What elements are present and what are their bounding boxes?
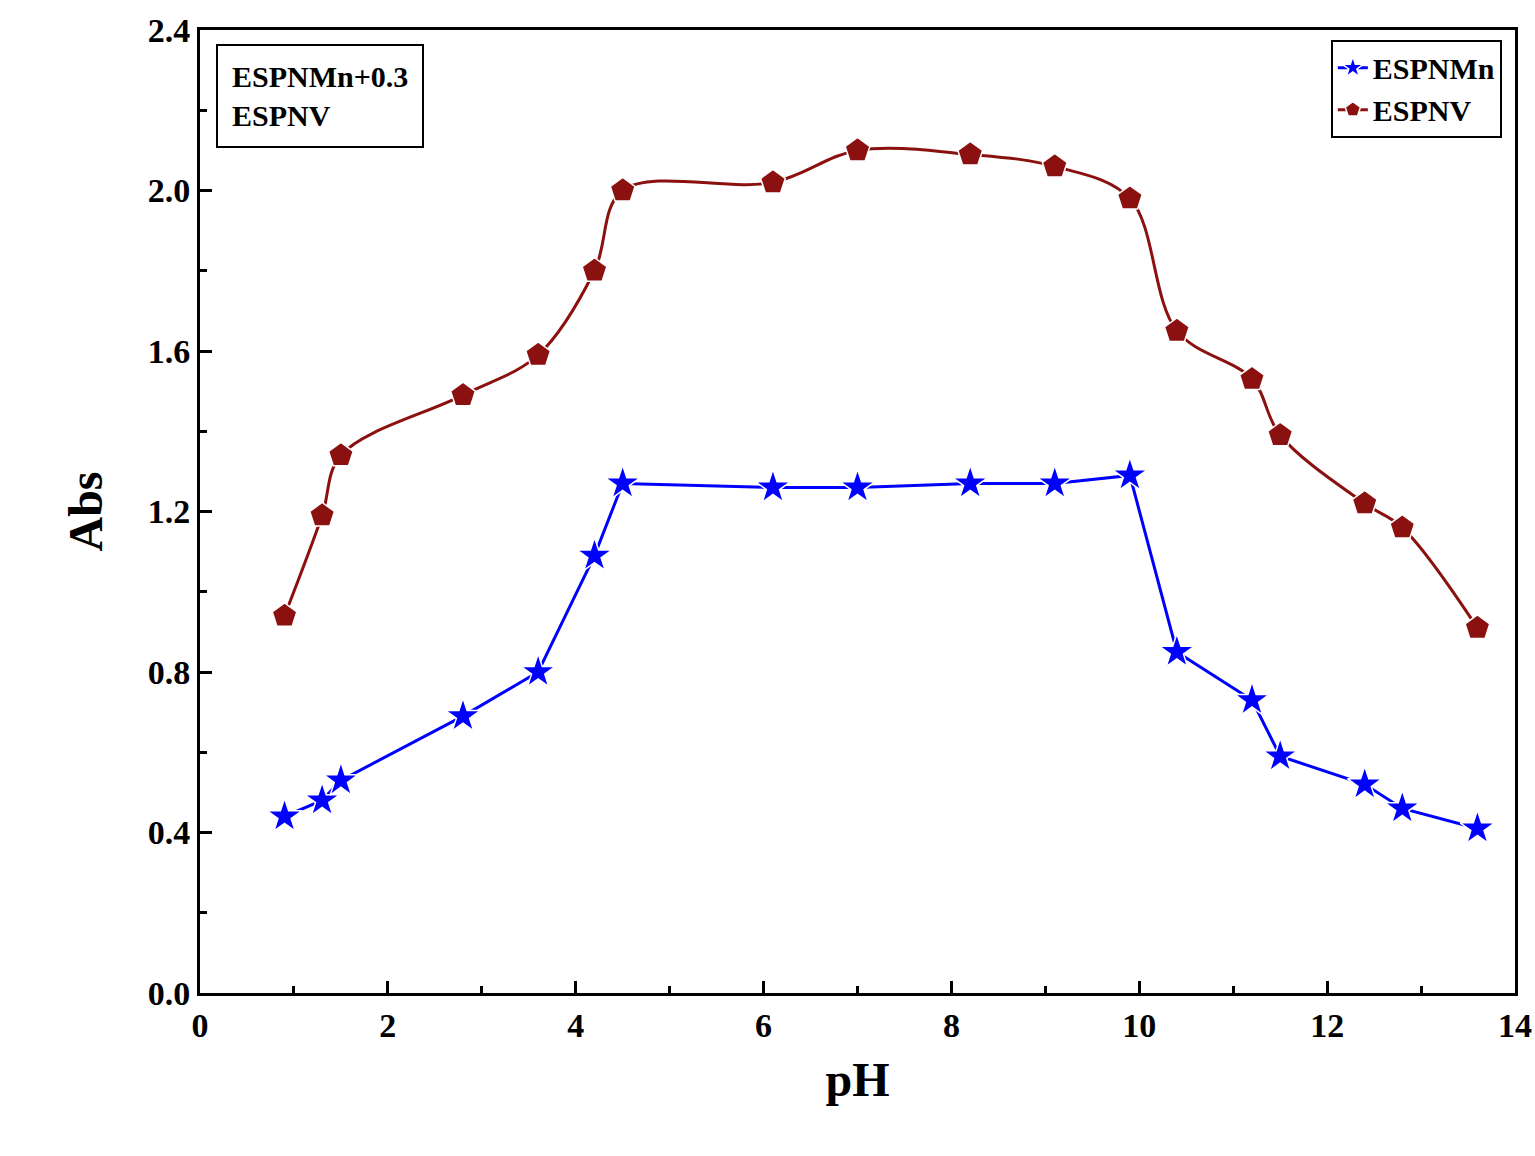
svg-text:2.0: 2.0	[148, 172, 191, 209]
svg-text:6: 6	[755, 1007, 772, 1044]
svg-text:4: 4	[567, 1007, 584, 1044]
svg-text:14: 14	[1498, 1007, 1532, 1044]
svg-text:pH: pH	[825, 1053, 889, 1106]
svg-text:ESPNMn+0.3ESPNV: ESPNMn+0.3ESPNV	[232, 60, 408, 132]
svg-text:0.8: 0.8	[148, 654, 191, 691]
svg-text:0.0: 0.0	[148, 975, 191, 1012]
svg-text:0.4: 0.4	[148, 814, 191, 851]
svg-text:10: 10	[1122, 1007, 1156, 1044]
svg-text:2.4: 2.4	[148, 12, 191, 49]
svg-text:2: 2	[379, 1007, 396, 1044]
svg-text:1.2: 1.2	[148, 493, 191, 530]
svg-text:12: 12	[1310, 1007, 1344, 1044]
svg-text:ESPNMn: ESPNMn	[1373, 52, 1495, 85]
svg-text:8: 8	[943, 1007, 960, 1044]
svg-text:1.6: 1.6	[148, 333, 191, 370]
svg-text:0: 0	[192, 1007, 209, 1044]
svg-text:Abs: Abs	[59, 471, 112, 551]
svg-text:ESPNV: ESPNV	[1373, 94, 1472, 127]
